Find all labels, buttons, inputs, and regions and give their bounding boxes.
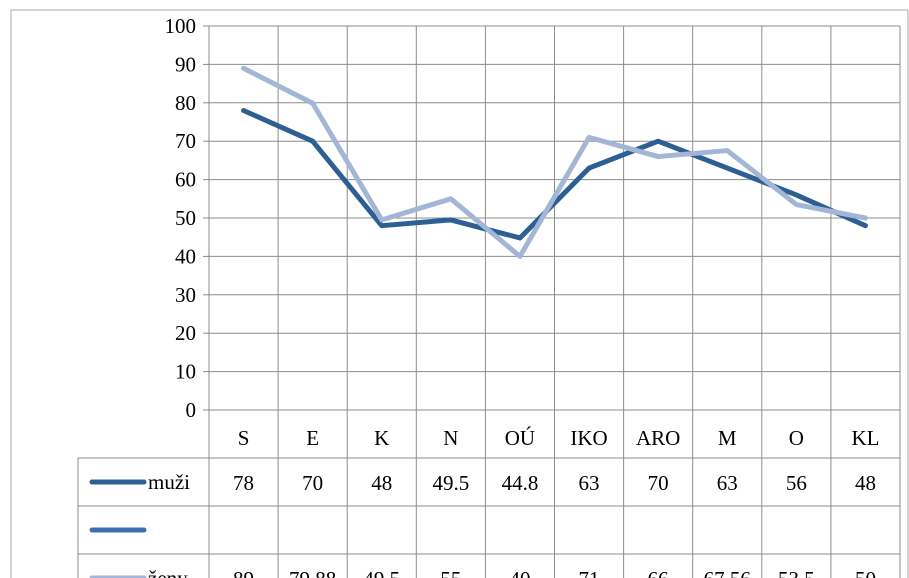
table-cell-value: 50: [855, 567, 876, 578]
y-tick-label: 50: [175, 206, 196, 230]
data-table: muži 78 70 48 49.5 44.8 63 70 63 56 48 ženy 89 79.88 4…: [78, 458, 900, 578]
y-tick-label: 40: [175, 244, 196, 268]
y-tick-label: 80: [175, 91, 196, 115]
x-tick-label: OÚ: [505, 426, 535, 450]
x-tick-label: E: [306, 426, 319, 450]
table-cell-value: 56: [786, 471, 807, 495]
table-cell-value: 40: [509, 567, 530, 578]
x-tick-label: O: [789, 426, 804, 450]
table-cell-value: 71: [579, 567, 600, 578]
x-tick-label: N: [443, 426, 458, 450]
table-cell-value: 70: [302, 471, 323, 495]
table-cell-value: 66: [648, 567, 669, 578]
table-cell-value: 44.8: [502, 471, 539, 495]
table-cell-value: 49.5: [432, 471, 469, 495]
table-cell-value: 48: [855, 471, 876, 495]
x-tick-label: ARO: [636, 426, 680, 450]
table-cell-value: 48: [371, 471, 392, 495]
table-cell-value: 67.56: [704, 567, 751, 578]
table-cell-value: 55: [440, 567, 461, 578]
x-tick-label: S: [238, 426, 250, 450]
table-cell-value: 79.88: [289, 567, 336, 578]
y-tick-label: 10: [175, 360, 196, 384]
table-cell-value: 63: [717, 471, 738, 495]
table-cell-value: 49.5: [363, 567, 400, 578]
x-tick-label: KL: [851, 426, 879, 450]
y-tick-label: 30: [175, 283, 196, 307]
table-cell-value: 89: [233, 567, 254, 578]
x-tick-label: IKO: [570, 426, 607, 450]
y-tick-label: 100: [165, 14, 197, 38]
gridlines: [209, 26, 900, 458]
x-tick-label: K: [374, 426, 389, 450]
y-tick-label: 60: [175, 168, 196, 192]
y-tick-label: 0: [186, 398, 197, 422]
legend-label: ženy: [148, 566, 188, 578]
y-tick-label: 20: [175, 321, 196, 345]
legend-label: muži: [148, 470, 190, 494]
x-tick-label: M: [718, 426, 737, 450]
y-tick-label: 90: [175, 52, 196, 76]
table-cell-value: 53.5: [778, 567, 815, 578]
table-cell-value: 70: [648, 471, 669, 495]
y-tick-label: 70: [175, 129, 196, 153]
table-cell-value: 78: [233, 471, 254, 495]
table-cell-value: 63: [579, 471, 600, 495]
